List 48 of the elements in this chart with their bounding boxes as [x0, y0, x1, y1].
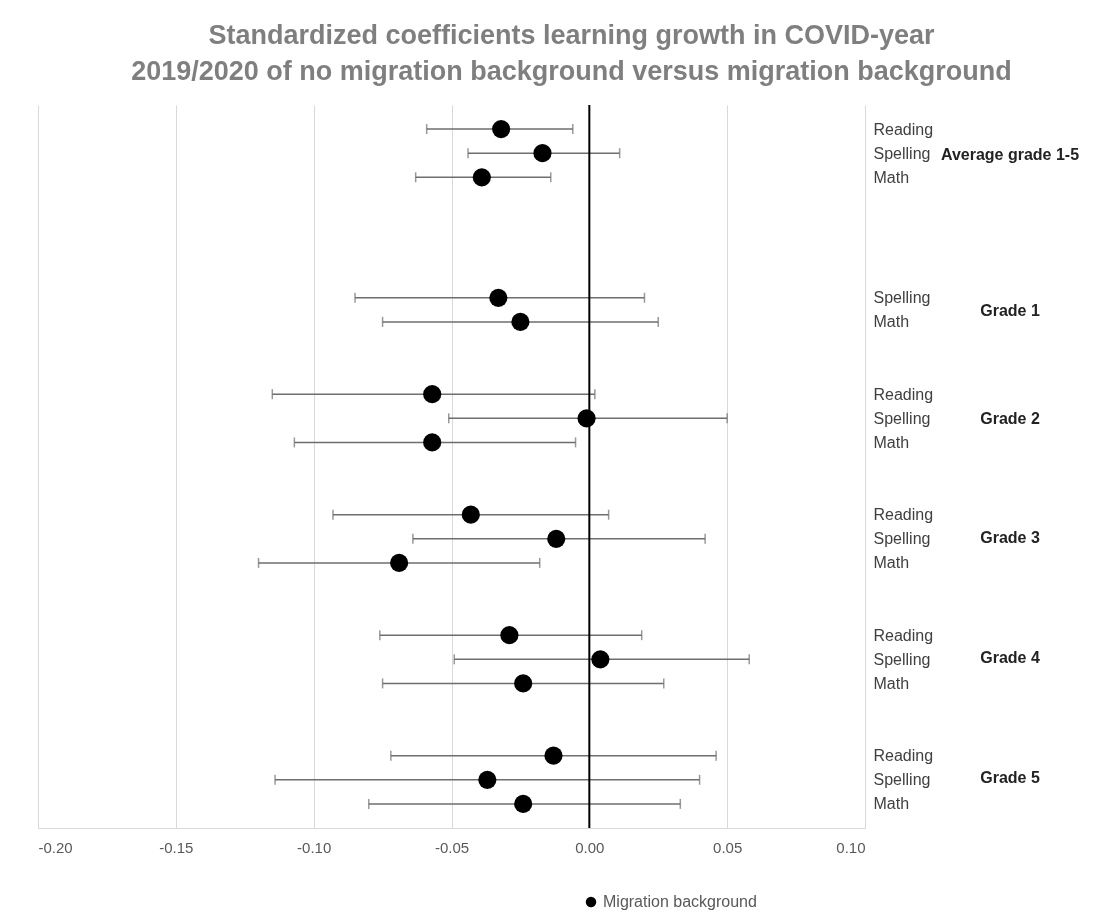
y-tick-label: Reading — [873, 626, 934, 644]
x-tick-label: -0.20 — [38, 838, 73, 856]
y-tick-label: Spelling — [873, 144, 931, 162]
y-tick-label: Math — [873, 433, 910, 451]
x-tick-label: -0.10 — [297, 838, 332, 856]
y-tick-label: Spelling — [873, 650, 931, 668]
y-tick-label: Spelling — [873, 289, 931, 307]
y-tick-label: Math — [873, 674, 910, 692]
x-tick-label: 0.00 — [575, 838, 605, 856]
x-tick-label: -0.05 — [434, 838, 470, 856]
point — [472, 168, 491, 187]
point — [478, 770, 497, 789]
y-tick-label: Spelling — [873, 530, 931, 548]
legend-label: Migration background — [603, 893, 757, 910]
y-tick-label: Math — [873, 795, 910, 813]
point — [390, 553, 409, 572]
text: Grade 2 — [980, 409, 1040, 427]
y-tick-label: Reading — [873, 385, 934, 403]
point — [461, 505, 480, 524]
point — [547, 529, 566, 548]
text: Grade 1 — [980, 301, 1040, 319]
point — [514, 674, 533, 693]
y-tick-label: Spelling — [873, 409, 931, 427]
point — [544, 746, 563, 765]
x-tick-label: -0.15 — [159, 838, 194, 856]
chart-title: Standardized coefficients learning growth in COVID-year 2019/2020 of no migration background versus migration background — [131, 20, 1012, 86]
text: Grade 3 — [980, 529, 1040, 547]
x-tick-label: 0.05 — [713, 838, 743, 856]
y-tick-label: Math — [873, 554, 910, 572]
y-tick-label: Reading — [873, 747, 934, 765]
point — [533, 144, 552, 163]
point — [511, 312, 530, 331]
text: Average grade 1-5 — [940, 146, 1080, 164]
point — [514, 794, 533, 813]
y-tick-label: Math — [873, 168, 910, 186]
y-tick-label: Reading — [873, 120, 934, 138]
point — [489, 288, 508, 307]
x-tick-label: 0.10 — [836, 838, 866, 856]
point — [500, 626, 519, 645]
point — [423, 433, 442, 452]
text: Grade 5 — [980, 768, 1040, 786]
point — [423, 385, 442, 404]
text: Grade 4 — [980, 649, 1040, 667]
point — [492, 120, 511, 139]
y-tick-label: Spelling — [873, 771, 931, 789]
point — [591, 650, 610, 669]
y-tick-label: Reading — [873, 506, 934, 524]
y-tick-label: Math — [873, 313, 910, 331]
